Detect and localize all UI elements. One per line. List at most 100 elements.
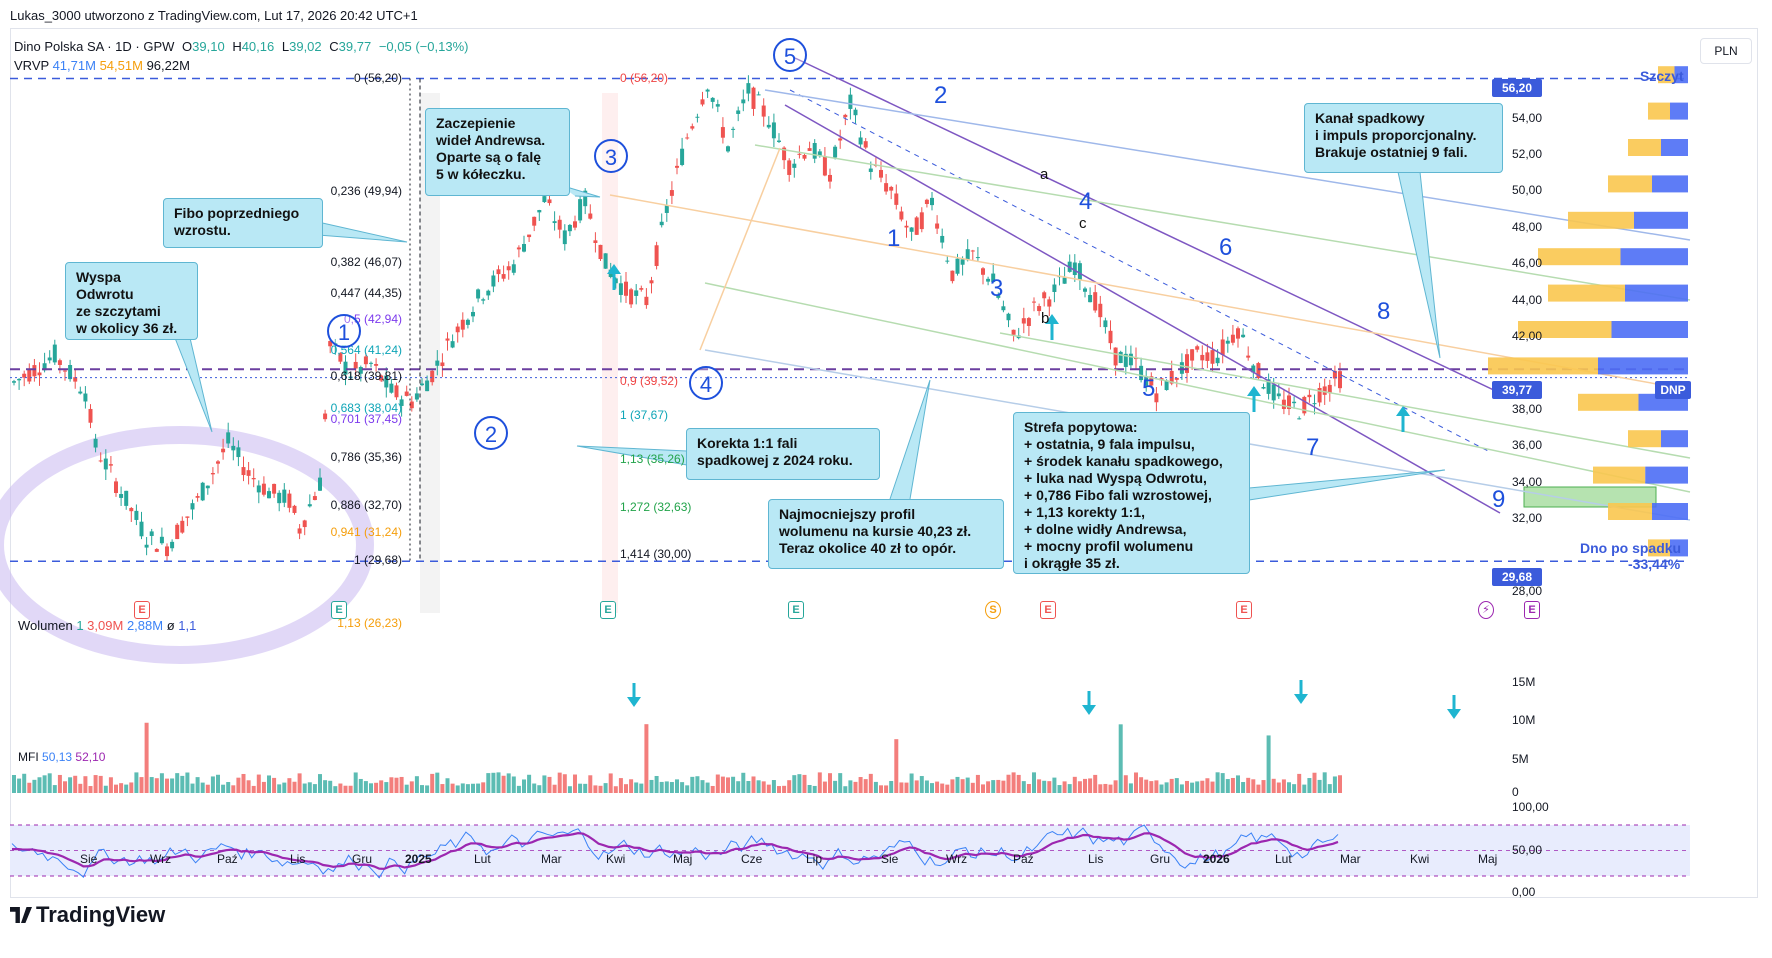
candle-body: [654, 245, 659, 266]
candle-body: [1123, 353, 1128, 367]
price-axis-tick: 54,00: [1512, 110, 1543, 125]
volume-bar: [114, 784, 118, 793]
candle-body: [945, 260, 950, 262]
volume-bar: [802, 774, 807, 793]
volume-bar: [1307, 778, 1312, 793]
volume-bar: [578, 783, 583, 793]
vrvp-label: VRVP: [14, 58, 49, 73]
volume-bar: [567, 786, 572, 793]
candle-body: [1200, 354, 1205, 361]
flash-event[interactable]: ⚡: [1478, 601, 1494, 619]
candle-body: [1062, 277, 1067, 284]
volume-bar: [634, 782, 639, 793]
candle-body: [42, 363, 47, 371]
candle-body: [134, 510, 139, 520]
volume-bar: [1190, 782, 1195, 793]
candle-body: [450, 341, 455, 348]
earnings-event[interactable]: E: [1040, 601, 1056, 619]
volume-bar: [47, 773, 52, 793]
candle-body: [267, 491, 271, 499]
candle-body: [1149, 376, 1154, 386]
low-value: 39,02: [289, 39, 322, 54]
candle-body: [899, 211, 904, 220]
vrvp-legend[interactable]: VRVP 41,71M 54,51M 96,22M: [14, 58, 190, 73]
fib-level-label: 0,382 (46,07): [330, 254, 402, 269]
earnings-event[interactable]: E: [331, 601, 347, 619]
volume-bar: [1123, 775, 1128, 793]
candle-body: [562, 230, 567, 245]
candle-body: [629, 289, 634, 305]
symbol-name[interactable]: Dino Polska SA · 1D · GPW: [14, 39, 175, 54]
volume-bar: [180, 775, 185, 793]
price-axis-tick: 28,00: [1512, 583, 1543, 598]
candle-body: [302, 520, 307, 528]
volume-bar: [930, 783, 934, 793]
circled-wave-1: 1: [327, 314, 361, 348]
earnings-event[interactable]: E: [788, 601, 804, 619]
volume-bar: [420, 785, 424, 793]
candle-body: [1032, 301, 1036, 303]
candle-body: [154, 548, 159, 552]
fib-level-label: 0,701 (37,45): [330, 411, 402, 426]
volume-bar: [226, 782, 231, 793]
candle-body: [1338, 371, 1342, 389]
candle-body: [1307, 394, 1312, 398]
split-event[interactable]: S: [985, 601, 1001, 619]
earnings-event[interactable]: E: [600, 601, 616, 619]
candle-body: [236, 447, 241, 458]
volume-bar: [909, 773, 914, 793]
earnings-event[interactable]: E: [1524, 601, 1540, 619]
volume-profile-bar: [1648, 102, 1670, 120]
volume-bar: [1292, 784, 1297, 793]
candle-body: [68, 365, 73, 380]
open-label: O: [182, 39, 193, 54]
volume-bar: [297, 773, 302, 793]
volume-bar: [1067, 784, 1072, 793]
time-axis-tick: Lut: [474, 852, 491, 866]
candle-body: [88, 408, 93, 423]
callout-correction: Korekta 1:1 fali spadkowej z 2024 roku.: [686, 428, 880, 480]
volume-bar: [965, 777, 970, 793]
circled-wave-3: 3: [594, 139, 628, 173]
candle-body: [812, 143, 817, 159]
price-axis-tick: 52,00: [1512, 147, 1543, 161]
earnings-event[interactable]: E: [1236, 601, 1252, 619]
wave-9: 9: [1492, 486, 1506, 513]
volume-bar: [588, 775, 593, 793]
volume-bar: [960, 779, 965, 793]
candle-body: [940, 235, 945, 243]
volume-bar: [511, 776, 516, 793]
candle-body: [465, 319, 470, 325]
earnings-event[interactable]: E: [134, 601, 150, 619]
time-axis-tick: Lis: [290, 852, 306, 866]
fib-level-label: 0,236 (49,94): [330, 184, 402, 199]
candle-body: [838, 138, 843, 141]
candle-body: [369, 362, 373, 364]
mfi-legend[interactable]: MFI 50,13 52,10: [18, 750, 105, 764]
volume-bar: [246, 780, 251, 793]
candle-body: [124, 490, 129, 506]
candle-body: [506, 266, 511, 271]
volume-bar: [22, 773, 27, 793]
candle-body: [312, 496, 317, 501]
volume-bar: [12, 775, 16, 793]
price-axis-tick: 46,00: [1512, 256, 1543, 271]
candle-body: [919, 212, 924, 230]
candle-body: [363, 356, 368, 365]
volume-bar: [598, 785, 603, 793]
volume-bar: [1195, 781, 1200, 793]
volume-bar: [78, 783, 83, 793]
volume-bar: [1174, 778, 1179, 793]
candle-body: [108, 464, 113, 466]
candle-body: [731, 128, 736, 130]
candle-body: [52, 344, 57, 363]
volume-legend[interactable]: Wolumen 1 3,09M 2,88M ø 1,1: [18, 618, 196, 633]
tradingview-logo[interactable]: TradingView: [10, 902, 165, 928]
candle-body: [1287, 395, 1291, 409]
volume-bar: [756, 780, 761, 793]
volume-bar: [1062, 781, 1067, 793]
currency-button[interactable]: PLN: [1700, 38, 1752, 64]
volume-bar: [817, 772, 822, 793]
volume-bar: [884, 785, 889, 793]
